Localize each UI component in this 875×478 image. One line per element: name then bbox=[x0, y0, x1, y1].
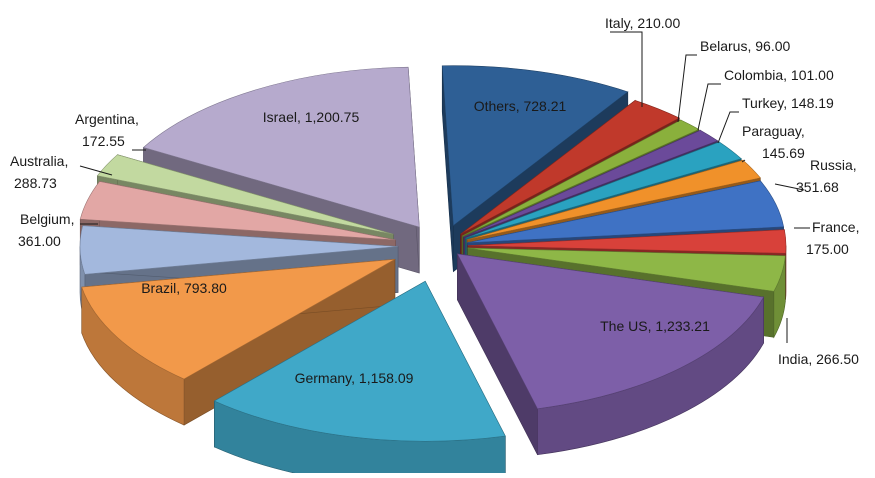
data-label-paraguay: Paraguay, 145.69 bbox=[742, 123, 805, 162]
data-label-line-france-1: 175.00 bbox=[806, 241, 849, 257]
leader-line-colombia bbox=[698, 84, 721, 130]
slice-label-france: France bbox=[812, 219, 856, 235]
data-label-line-belgium-1: 361.00 bbox=[18, 233, 61, 249]
slice-label-belgium: Belgium bbox=[20, 211, 71, 227]
slice-label-paraguay: Paraguay bbox=[742, 123, 802, 139]
slice-label-italy: Italy bbox=[605, 15, 631, 31]
data-label-israel: Israel, 1,200.75 bbox=[263, 109, 360, 125]
slice-value-brazil: 793.80 bbox=[184, 280, 227, 296]
data-label-argentina: Argentina, 172.55 bbox=[75, 111, 146, 150]
slices-layer bbox=[80, 66, 786, 473]
slice-label-the-us: The US bbox=[600, 318, 647, 334]
leader-line-turkey bbox=[718, 112, 739, 143]
data-label-line-argentina-1: 172.55 bbox=[82, 133, 125, 149]
data-label-france: France, 175.00 bbox=[794, 219, 859, 257]
slice-value-turkey: 148.19 bbox=[791, 95, 834, 111]
slice-label-germany: Germany bbox=[295, 370, 353, 386]
slice-label-turkey: Turkey bbox=[742, 95, 784, 111]
data-label-line-india-0: India, 266.50 bbox=[778, 351, 859, 367]
slice-label-brazil: Brazil bbox=[141, 280, 176, 296]
slice-label-colombia: Colombia bbox=[724, 67, 783, 83]
data-label-brazil: Brazil, 793.80 bbox=[141, 280, 227, 296]
data-label-line-turkey-0: Turkey, 148.19 bbox=[742, 95, 834, 111]
slice-label-russia: Russia bbox=[810, 157, 853, 173]
data-label-line-germany-0: Germany, 1,158.09 bbox=[295, 370, 414, 386]
data-label-line-belgium-0: Belgium, bbox=[20, 211, 74, 227]
data-label-india: India, 266.50 bbox=[778, 318, 859, 367]
data-label-line-italy-0: Italy, 210.00 bbox=[605, 15, 680, 31]
slice-value-belarus: 96.00 bbox=[755, 38, 790, 54]
data-label-line-belarus-0: Belarus, 96.00 bbox=[700, 38, 790, 54]
slice-value-colombia: 101.00 bbox=[791, 67, 834, 83]
data-label-germany: Germany, 1,158.09 bbox=[295, 370, 414, 386]
data-label-line-israel-0: Israel, 1,200.75 bbox=[263, 109, 360, 125]
slice-label-australia: Australia bbox=[10, 153, 65, 169]
slice-value-france: 175.00 bbox=[806, 241, 849, 257]
data-label-others: Others, 728.21 bbox=[474, 98, 567, 114]
data-label-line-france-0: France, bbox=[812, 219, 859, 235]
slice-value-the-us: 1,233.21 bbox=[655, 318, 710, 334]
slice-value-belgium: 361.00 bbox=[18, 233, 61, 249]
data-label-line-australia-0: Australia, bbox=[10, 153, 68, 169]
slice-value-india: 266.50 bbox=[816, 351, 859, 367]
slice-label-argentina: Argentina bbox=[75, 111, 135, 127]
data-label-line-paraguay-1: 145.69 bbox=[762, 145, 805, 161]
slice-value-germany: 1,158.09 bbox=[359, 370, 414, 386]
data-label-line-russia-1: 351.68 bbox=[796, 179, 839, 195]
slice-value-paraguay: 145.69 bbox=[762, 145, 805, 161]
slice-value-australia: 288.73 bbox=[14, 175, 57, 191]
data-label-line-others-0: Others, 728.21 bbox=[474, 98, 567, 114]
slice-label-israel: Israel bbox=[263, 109, 297, 125]
data-label-the-us: The US, 1,233.21 bbox=[600, 318, 710, 334]
data-label-line-argentina-0: Argentina, bbox=[75, 111, 139, 127]
slice-label-india: India bbox=[778, 351, 809, 367]
slice-value-russia: 351.68 bbox=[796, 179, 839, 195]
slice-value-israel: 1,200.75 bbox=[305, 109, 360, 125]
slice-value-argentina: 172.55 bbox=[82, 133, 125, 149]
slice-value-italy: 210.00 bbox=[637, 15, 680, 31]
data-label-russia: Russia, 351.68 bbox=[775, 157, 857, 195]
data-label-line-brazil-0: Brazil, 793.80 bbox=[141, 280, 227, 296]
slice-label-belarus: Belarus bbox=[700, 38, 747, 54]
slice-label-others: Others bbox=[474, 98, 516, 114]
data-label-line-australia-1: 288.73 bbox=[14, 175, 57, 191]
data-label-line-russia-0: Russia, bbox=[810, 157, 857, 173]
leader-line-belarus bbox=[678, 55, 697, 122]
data-label-line-the-us-0: The US, 1,233.21 bbox=[600, 318, 710, 334]
data-label-line-paraguay-0: Paraguay, bbox=[742, 123, 805, 139]
data-label-line-colombia-0: Colombia, 101.00 bbox=[724, 67, 834, 83]
slice-value-others: 728.21 bbox=[523, 98, 566, 114]
